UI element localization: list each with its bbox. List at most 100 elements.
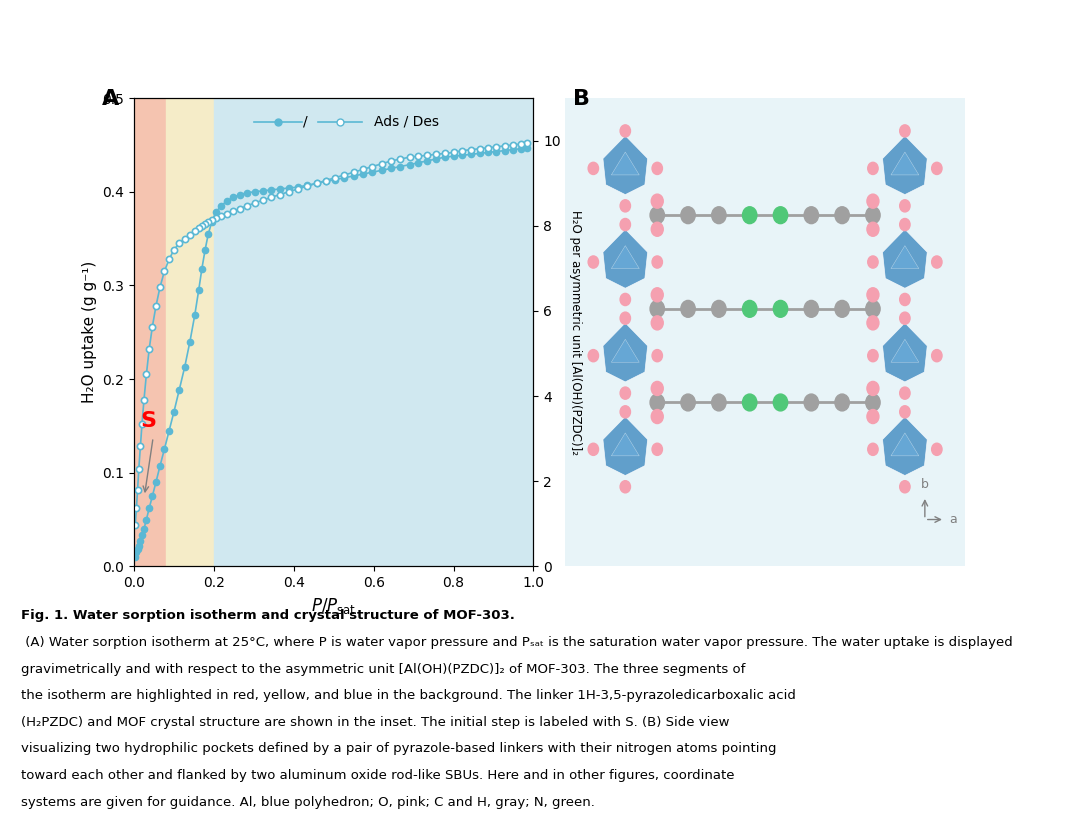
Y-axis label: H₂O uptake (g g⁻¹): H₂O uptake (g g⁻¹) (81, 261, 96, 403)
Circle shape (681, 300, 696, 317)
Polygon shape (611, 245, 639, 268)
Text: A: A (102, 89, 119, 109)
Circle shape (743, 207, 757, 223)
Circle shape (867, 162, 878, 174)
Circle shape (804, 207, 819, 223)
Circle shape (867, 222, 879, 236)
Polygon shape (611, 152, 639, 175)
Circle shape (652, 194, 664, 209)
Circle shape (773, 394, 788, 411)
Circle shape (899, 312, 910, 324)
Bar (166, 98, 214, 566)
Circle shape (620, 387, 630, 399)
Circle shape (866, 394, 880, 411)
Polygon shape (882, 416, 927, 475)
Polygon shape (891, 433, 919, 456)
Circle shape (652, 381, 664, 395)
Text: a: a (949, 513, 956, 526)
Circle shape (652, 162, 662, 174)
Circle shape (867, 381, 879, 395)
Text: S: S (140, 411, 157, 431)
Polygon shape (882, 323, 927, 382)
Circle shape (681, 394, 696, 411)
Circle shape (650, 394, 665, 411)
Circle shape (899, 200, 910, 212)
Circle shape (620, 218, 630, 231)
Circle shape (899, 294, 910, 306)
Text: b: b (921, 479, 928, 492)
Polygon shape (611, 339, 639, 362)
Text: Fig. 1. Water sorption isotherm and crystal structure of MOF-303.: Fig. 1. Water sorption isotherm and crys… (21, 609, 516, 622)
Polygon shape (882, 136, 927, 195)
Text: toward each other and flanked by two aluminum oxide rod-like SBUs. Here and in o: toward each other and flanked by two alu… (21, 769, 735, 782)
Circle shape (620, 200, 630, 212)
Circle shape (620, 125, 630, 137)
Circle shape (804, 300, 819, 317)
Text: Ads / Des: Ads / Des (374, 115, 438, 128)
Circle shape (932, 349, 942, 362)
Text: /: / (303, 115, 308, 128)
Circle shape (652, 256, 662, 268)
Circle shape (620, 312, 630, 324)
Circle shape (620, 406, 630, 418)
Circle shape (712, 207, 726, 223)
Circle shape (652, 222, 664, 236)
Polygon shape (891, 339, 919, 362)
Circle shape (589, 162, 598, 174)
Circle shape (867, 256, 878, 268)
Circle shape (899, 218, 910, 231)
Y-axis label: H₂O per asymmetric unit [Al(OH)(PZDC)]₂: H₂O per asymmetric unit [Al(OH)(PZDC)]₂ (568, 209, 582, 455)
Circle shape (743, 300, 757, 317)
Circle shape (835, 394, 849, 411)
Text: B: B (574, 89, 591, 109)
Circle shape (932, 256, 942, 268)
Bar (134, 98, 166, 566)
Circle shape (932, 162, 942, 174)
Circle shape (589, 256, 598, 268)
Text: the isotherm are highlighted in red, yellow, and blue in the background. The lin: the isotherm are highlighted in red, yel… (21, 689, 796, 702)
Circle shape (867, 288, 879, 302)
Text: (H₂PZDC) and MOF crystal structure are shown in the inset. The initial step is l: (H₂PZDC) and MOF crystal structure are s… (21, 716, 730, 729)
Circle shape (773, 207, 788, 223)
Circle shape (867, 194, 879, 209)
Circle shape (899, 481, 910, 492)
Text: (A) Water sorption isotherm at 25°C, where P is water vapor pressure and Pₛₐₜ is: (A) Water sorption isotherm at 25°C, whe… (21, 636, 1013, 649)
Circle shape (835, 300, 849, 317)
X-axis label: $P/P_\mathrm{sat}$: $P/P_\mathrm{sat}$ (311, 596, 356, 616)
Circle shape (589, 349, 598, 362)
Circle shape (866, 207, 880, 223)
Circle shape (712, 300, 726, 317)
Polygon shape (611, 433, 639, 456)
Circle shape (620, 481, 630, 492)
Text: gravimetrically and with respect to the asymmetric unit [Al(OH)(PZDC)]₂ of MOF-3: gravimetrically and with respect to the … (21, 663, 746, 676)
Circle shape (652, 410, 664, 424)
Circle shape (899, 125, 910, 137)
Circle shape (835, 207, 849, 223)
Circle shape (620, 294, 630, 306)
Circle shape (773, 300, 788, 317)
Circle shape (589, 443, 598, 456)
Circle shape (652, 349, 662, 362)
Polygon shape (602, 136, 647, 195)
Text: systems are given for guidance. Al, blue polyhedron; O, pink; C and H, gray; N, : systems are given for guidance. Al, blue… (21, 795, 595, 808)
Circle shape (867, 410, 879, 424)
Circle shape (652, 443, 662, 456)
Circle shape (932, 443, 942, 456)
Circle shape (681, 207, 696, 223)
Circle shape (867, 349, 878, 362)
Circle shape (652, 316, 664, 330)
Polygon shape (602, 416, 647, 475)
Polygon shape (891, 152, 919, 175)
Circle shape (866, 300, 880, 317)
Circle shape (712, 394, 726, 411)
Circle shape (652, 288, 664, 302)
Polygon shape (891, 245, 919, 268)
Circle shape (899, 406, 910, 418)
Circle shape (899, 387, 910, 399)
Text: visualizing two hydrophilic pockets defined by a pair of pyrazole-based linkers : visualizing two hydrophilic pockets defi… (21, 743, 777, 755)
Bar (214, 98, 534, 566)
Circle shape (867, 316, 879, 330)
Polygon shape (602, 229, 647, 288)
Polygon shape (882, 229, 927, 288)
Circle shape (650, 300, 665, 317)
